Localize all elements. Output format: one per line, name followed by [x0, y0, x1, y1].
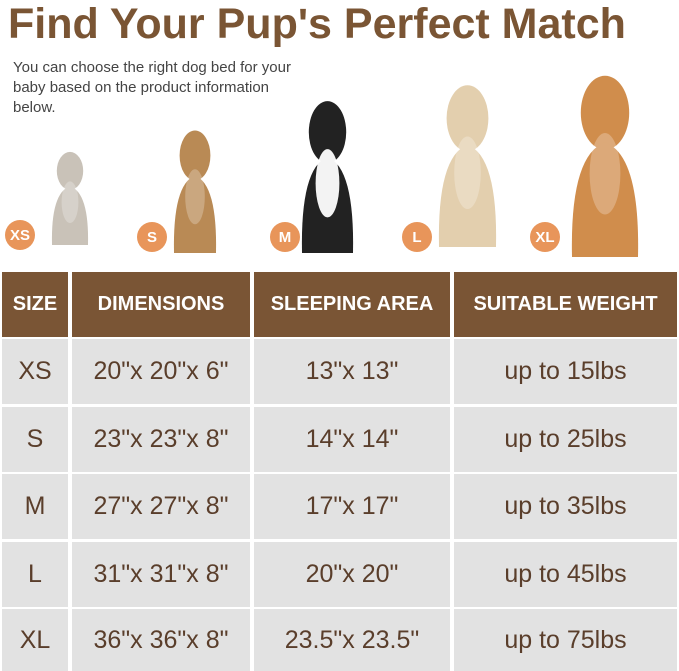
size-badge-xs: XS: [5, 220, 35, 250]
cell-dimensions: 27"x 27"x 8": [72, 474, 250, 539]
french-bulldog-image: [160, 128, 230, 253]
cell-size: L: [2, 541, 68, 607]
size-badge-xl: XL: [530, 222, 560, 252]
cell-sleeping-area: 20"x 20": [254, 541, 450, 607]
golden-retriever-image: [550, 72, 660, 257]
cell-weight: up to 35lbs: [454, 474, 677, 539]
cell-sleeping-area: 17"x 17": [254, 474, 450, 539]
page-title: Find Your Pup's Perfect Match: [8, 0, 626, 48]
cell-size: XS: [2, 339, 68, 404]
cell-sleeping-area: 13"x 13": [254, 339, 450, 404]
cell-sleeping-area: 23.5"x 23.5": [254, 609, 450, 671]
table-row: XS 20"x 20"x 6" 13"x 13" up to 15lbs: [0, 339, 679, 404]
cell-weight: up to 45lbs: [454, 541, 677, 607]
table-row: XL 36"x 36"x 8" 23.5"x 23.5" up to 75lbs: [0, 609, 679, 671]
cell-weight: up to 75lbs: [454, 609, 677, 671]
cell-weight: up to 15lbs: [454, 339, 677, 404]
golden-retriever-light-image: [420, 82, 515, 247]
cat-image: [40, 150, 100, 245]
cell-size: S: [2, 406, 68, 472]
header-dimensions: DIMENSIONS: [72, 272, 250, 337]
table-row: S 23"x 23"x 8" 14"x 14" up to 25lbs: [0, 406, 679, 472]
cell-dimensions: 23"x 23"x 8": [72, 406, 250, 472]
size-badge-l: L: [402, 222, 432, 252]
header-sleeping-area: SLEEPING AREA: [254, 272, 450, 337]
cell-sleeping-area: 14"x 14": [254, 406, 450, 472]
table-row: M 27"x 27"x 8" 17"x 17" up to 35lbs: [0, 474, 679, 539]
table-header: SIZE DIMENSIONS SLEEPING AREA SUITABLE W…: [0, 272, 679, 337]
cell-dimensions: 36"x 36"x 8": [72, 609, 250, 671]
cell-dimensions: 20"x 20"x 6": [72, 339, 250, 404]
table-row: L 31"x 31"x 8" 20"x 20" up to 45lbs: [0, 541, 679, 607]
cell-size: M: [2, 474, 68, 539]
size-badge-s: S: [137, 222, 167, 252]
cell-size: XL: [2, 609, 68, 671]
subtitle: You can choose the right dog bed for you…: [13, 59, 291, 116]
header-size: SIZE: [2, 272, 68, 337]
cell-weight: up to 25lbs: [454, 406, 677, 472]
cell-dimensions: 31"x 31"x 8": [72, 541, 250, 607]
header-suitable-weight: SUITABLE WEIGHT: [454, 272, 677, 337]
border-collie-image: [285, 98, 370, 253]
size-badge-m: M: [270, 222, 300, 252]
